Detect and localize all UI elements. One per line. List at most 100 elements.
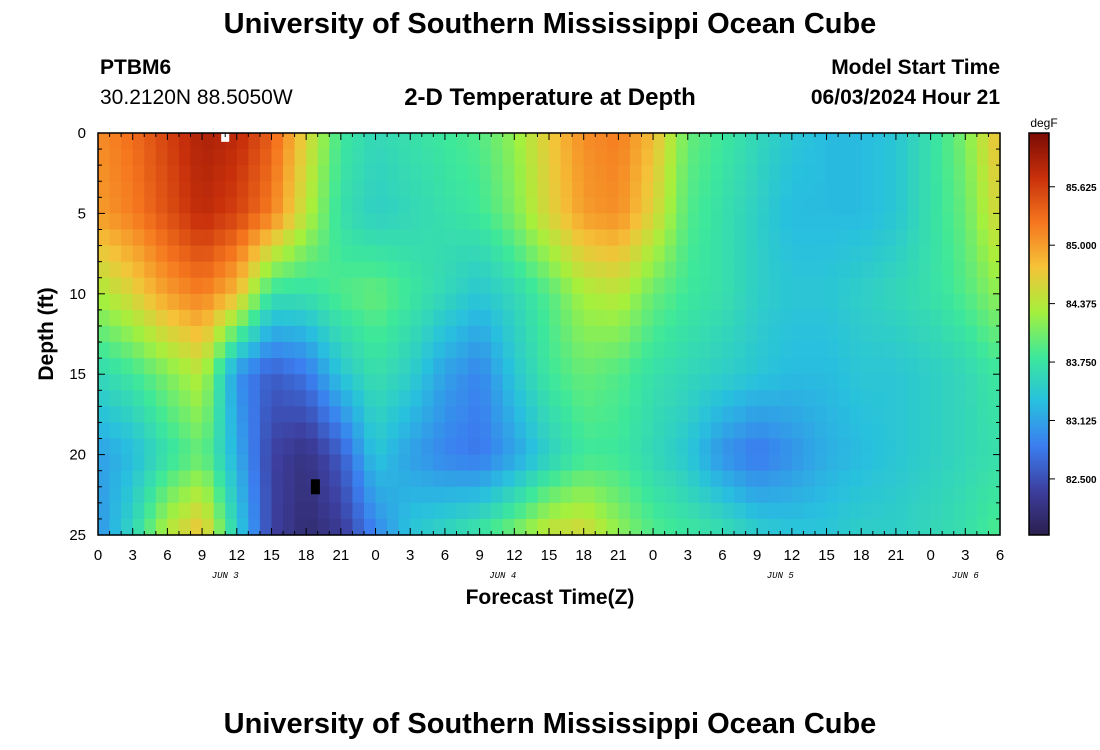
heatmap-cell — [826, 165, 839, 182]
heatmap-cell — [618, 422, 631, 440]
day-label: JUN 6 — [952, 571, 980, 581]
heatmap-cell — [861, 518, 874, 536]
heatmap-cell — [699, 133, 712, 150]
heatmap-cell — [479, 502, 492, 520]
heatmap-cell — [722, 165, 735, 182]
x-tick-label: 21 — [333, 547, 350, 564]
heatmap-cell — [745, 213, 758, 231]
heatmap-cell — [213, 422, 226, 440]
heatmap-cell — [791, 325, 805, 343]
heatmap-cell — [329, 245, 342, 263]
heatmap-cell — [109, 197, 122, 214]
heatmap-cell — [306, 133, 319, 150]
heatmap-cell — [433, 213, 446, 231]
heatmap-cell — [734, 342, 747, 359]
heatmap-cell — [306, 358, 319, 375]
heatmap-cell — [988, 390, 1001, 407]
heatmap-cell — [549, 325, 562, 343]
heatmap-cell — [618, 261, 631, 279]
heatmap-cell — [976, 422, 990, 440]
heatmap-cell — [930, 293, 943, 311]
heatmap-cell — [317, 165, 330, 182]
heatmap-cell — [306, 390, 319, 407]
heatmap-cell — [641, 245, 654, 263]
heatmap-cell — [387, 245, 400, 263]
heatmap-cell — [965, 342, 978, 359]
heatmap-cell — [595, 277, 608, 295]
heatmap-cell — [525, 502, 539, 520]
heatmap-cell — [352, 165, 365, 182]
footer-title: University of Southern Mississippi Ocean… — [223, 708, 877, 740]
heatmap-cell — [664, 181, 677, 198]
heatmap-cell — [953, 165, 966, 182]
heatmap-cell — [653, 502, 666, 520]
heatmap-cell — [942, 374, 955, 391]
colorbar: degF 82.50083.12583.75084.37585.00085.62… — [1028, 116, 1097, 536]
heatmap-cell — [375, 293, 388, 311]
heatmap-cell — [167, 470, 180, 488]
heatmap-cell — [294, 229, 307, 247]
heatmap-cell — [155, 470, 168, 488]
heatmap-cell — [699, 518, 712, 536]
heatmap-cell — [988, 374, 1001, 391]
heatmap-cell — [826, 133, 839, 150]
heatmap-cell — [190, 181, 203, 198]
heatmap-cell — [375, 406, 388, 424]
heatmap-cell — [410, 454, 423, 472]
heatmap-cell — [768, 486, 781, 504]
heatmap-cell — [791, 518, 805, 536]
heatmap-cell — [814, 325, 828, 343]
heatmap-cell — [155, 438, 168, 456]
heatmap-cell — [930, 342, 943, 359]
heatmap-cell — [560, 197, 573, 214]
heatmap-cell — [259, 229, 273, 247]
heatmap-cell — [687, 374, 700, 391]
markers — [221, 133, 320, 495]
heatmap-cell — [976, 133, 990, 150]
heatmap-cell — [572, 229, 585, 247]
heatmap-cell — [317, 406, 330, 424]
heatmap-cell — [791, 197, 805, 214]
heatmap-cell — [352, 358, 365, 375]
heatmap-cell — [803, 374, 816, 391]
heatmap-cell — [421, 277, 434, 295]
heatmap-cell — [930, 454, 943, 472]
heatmap-cell — [468, 502, 481, 520]
heatmap-cell — [213, 470, 226, 488]
heatmap-cell — [514, 213, 527, 231]
heatmap-cell — [468, 342, 481, 359]
heatmap-cell — [456, 502, 469, 520]
heatmap-cell — [248, 165, 261, 182]
heatmap-cell — [618, 309, 631, 327]
heatmap-cell — [907, 245, 920, 263]
heatmap-cell — [271, 213, 284, 231]
station-coordinates: 30.2120N 88.5050W — [100, 86, 293, 109]
heatmap-cell — [109, 374, 122, 391]
heatmap-cell — [225, 374, 238, 391]
heatmap-cell — [155, 518, 168, 536]
heatmap-cell — [98, 390, 111, 407]
heatmap-cell — [606, 309, 619, 327]
heatmap-cell — [144, 470, 157, 488]
heatmap-cell — [479, 518, 492, 536]
heatmap-cell — [895, 358, 909, 375]
heatmap-cell — [664, 165, 677, 182]
heatmap-cell — [757, 438, 770, 456]
heatmap-cell — [745, 454, 758, 472]
heatmap-cell — [202, 181, 215, 198]
heatmap-cell — [525, 486, 539, 504]
heatmap-cell — [190, 438, 203, 456]
heatmap-cell — [271, 261, 284, 279]
heatmap-cell — [965, 470, 978, 488]
heatmap-cell — [907, 229, 920, 247]
heatmap-cell — [317, 213, 330, 231]
heatmap-cell — [641, 213, 654, 231]
heatmap-cell — [653, 470, 666, 488]
heatmap-cell — [919, 165, 932, 182]
heatmap-cell — [872, 213, 885, 231]
heatmap-cell — [375, 245, 388, 263]
heatmap-cell — [872, 422, 885, 440]
heatmap-cell — [259, 518, 273, 536]
heatmap-cell — [560, 422, 573, 440]
heatmap-cell — [687, 470, 700, 488]
